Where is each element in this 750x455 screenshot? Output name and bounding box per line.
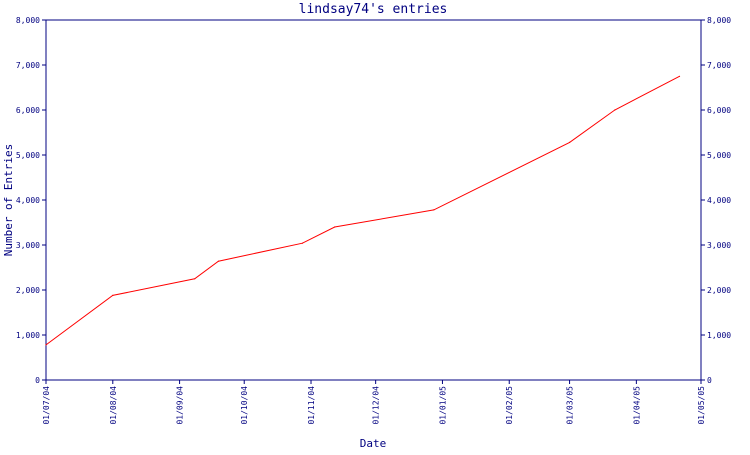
x-tick-label: 01/11/04 xyxy=(307,386,316,425)
x-tick-label: 01/03/05 xyxy=(566,386,575,425)
data-point xyxy=(194,278,196,280)
x-tick-label: 01/04/05 xyxy=(632,386,641,425)
data-point xyxy=(433,209,435,211)
data-point xyxy=(217,260,219,262)
y-tick-label-right: 6,000 xyxy=(707,106,731,115)
y-axis-left: 0 1,000 2,000 3,000 4,000 5,000 6,000 7,000 8,00… xyxy=(16,16,46,385)
data-point xyxy=(678,75,681,77)
plot-frame xyxy=(45,19,702,381)
x-tick-label: 01/08/04 xyxy=(109,386,118,425)
y-axis-right: 0 1,000 2,000 3,000 4,000 5,000 6,000 7,000 8,00… xyxy=(701,16,731,385)
data-point xyxy=(334,226,336,228)
y-tick-label-left: 6,000 xyxy=(16,106,40,115)
chart-title: lindsay74's entries xyxy=(299,2,448,17)
series-layer xyxy=(45,75,681,346)
y-tick-label-left: 1,000 xyxy=(16,331,40,340)
x-tick-label: 01/10/04 xyxy=(240,386,249,425)
y-tick-label-right: 1,000 xyxy=(707,331,731,340)
x-tick-label: 01/02/05 xyxy=(505,386,514,425)
y-tick-label-left: 0 xyxy=(35,376,40,385)
y-tick-label-left: 7,000 xyxy=(16,61,40,70)
y-axis-label: Number of Entries xyxy=(2,144,15,257)
x-tick-label: 01/09/04 xyxy=(176,386,185,425)
y-tick-label-right: 2,000 xyxy=(707,286,731,295)
y-tick-label-right: 8,000 xyxy=(707,16,731,25)
y-tick-label-left: 5,000 xyxy=(16,151,40,160)
data-point xyxy=(45,344,47,346)
x-tick-label: 01/05/05 xyxy=(697,386,706,425)
y-tick-label-right: 5,000 xyxy=(707,151,731,160)
x-tick-label: 01/01/05 xyxy=(438,386,447,425)
x-axis: 01/07/04 01/08/04 01/09/04 01/10/04 01/11/04… xyxy=(42,380,706,425)
x-axis-label: Date xyxy=(360,437,387,450)
data-point xyxy=(569,141,571,143)
y-tick-label-left: 3,000 xyxy=(16,241,40,250)
y-tick-label-right: 7,000 xyxy=(707,61,731,70)
data-point xyxy=(614,109,616,111)
y-tick-label-right: 3,000 xyxy=(707,241,731,250)
y-tick-label-right: 4,000 xyxy=(707,196,731,205)
y-tick-label-left: 8,000 xyxy=(16,16,40,25)
y-tick-label-left: 4,000 xyxy=(16,196,40,205)
x-tick-label: 01/12/04 xyxy=(372,386,381,425)
data-point xyxy=(112,294,114,296)
x-tick-label: 01/07/04 xyxy=(42,386,51,425)
y-tick-label-right: 0 xyxy=(707,376,712,385)
data-point xyxy=(301,242,303,244)
series-line xyxy=(45,75,680,346)
y-tick-label-left: 2,000 xyxy=(16,286,40,295)
